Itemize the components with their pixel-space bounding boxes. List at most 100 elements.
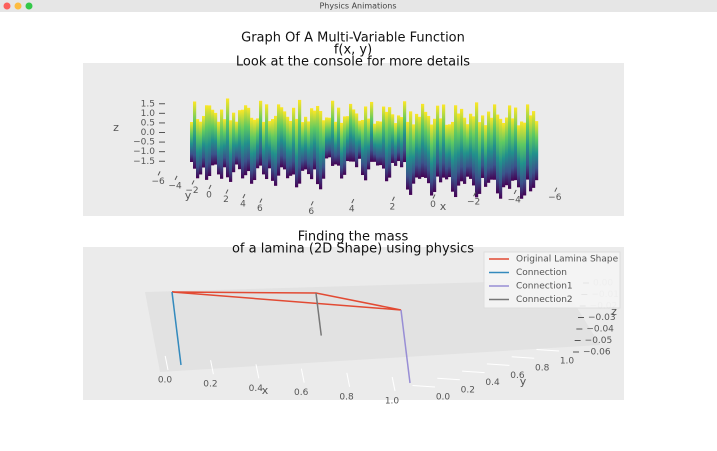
surface-strip (226, 98, 230, 178)
surface-strip (202, 115, 206, 168)
surface-strip (313, 110, 317, 170)
surface-strip (493, 104, 497, 180)
surface-strip (430, 124, 434, 196)
chart-title: Finding the mass (298, 230, 409, 245)
surface-strip (238, 110, 242, 170)
surface-strip (247, 107, 251, 172)
y-axis-label: y (520, 375, 527, 388)
surface-strip (457, 113, 461, 186)
surface-strip (466, 124, 470, 177)
surface-strip (319, 110, 323, 190)
surface-strip (283, 111, 287, 170)
x-tick-label: 2 (390, 202, 396, 212)
grid-line (511, 356, 535, 359)
surface-strip (241, 109, 245, 179)
surface-strip (508, 105, 512, 189)
surface-strip (427, 115, 431, 184)
surface-strip (289, 120, 293, 176)
surface-strip (244, 105, 248, 176)
surface-strip (400, 117, 404, 168)
series-line (171, 291, 402, 311)
x-tick-label: 1.0 (385, 397, 400, 407)
tick-mark (513, 189, 517, 195)
surface-strip (502, 122, 506, 188)
grid-line (437, 377, 460, 381)
surface-strip (394, 123, 398, 166)
surface-strip (505, 117, 509, 186)
surface-strip (451, 121, 455, 192)
x-tick-label: 4 (349, 205, 355, 215)
z-tick-label: 1.5 (141, 99, 155, 109)
surface-strip (523, 122, 527, 196)
window-title: Physics Animations (319, 2, 396, 11)
zoom-button[interactable] (25, 2, 33, 10)
surface-strip (478, 122, 482, 194)
grid-line (210, 360, 214, 375)
tick-mark (310, 201, 314, 206)
surface-strip (370, 101, 374, 162)
grid-line (164, 355, 169, 371)
minimize-button[interactable] (14, 2, 22, 10)
surface-strip (442, 104, 446, 178)
surface-strip (259, 100, 263, 166)
chart-title: Graph Of A Multi-Variable Function (241, 31, 465, 46)
legend-label: Original Lamina Shape (516, 255, 619, 265)
y-tick-label: 6 (257, 204, 263, 214)
y-tick-label: 2 (223, 195, 229, 205)
surface-strip (250, 117, 254, 184)
grid-line (255, 364, 260, 379)
surface-strip (343, 116, 347, 175)
surface-strip (484, 125, 488, 187)
x-tick-label: −4 (508, 195, 522, 205)
surface-strip (481, 115, 485, 178)
surface-strip (337, 107, 341, 166)
chart-title: of a lamina (2D Shape) using physics (232, 242, 474, 257)
z-tick-label: 0.5 (141, 118, 155, 128)
z-tick-label: −0.03 (588, 313, 616, 323)
surface-strip (205, 105, 209, 180)
surface-strip (532, 111, 536, 188)
y-tick-label: 0.6 (510, 371, 525, 381)
x-tick-label: 0.6 (294, 388, 309, 398)
legend (483, 251, 621, 309)
surface-strip (460, 108, 464, 182)
surface-strip (403, 101, 407, 163)
z-axis-label: z (113, 121, 119, 134)
z-tick-label: 1.0 (141, 109, 156, 119)
close-button[interactable] (3, 2, 11, 10)
grid-line (412, 385, 436, 388)
z-tick-label: 0.0 (141, 128, 156, 138)
x-axis-label: x (440, 200, 447, 213)
surface-strip (397, 115, 401, 162)
tick-mark (157, 171, 161, 176)
surface-strip (388, 107, 392, 178)
surface-strip (454, 105, 458, 198)
surface-strip (217, 121, 221, 175)
grid-line (462, 370, 485, 374)
surface-strip (463, 117, 467, 184)
surface-strip (418, 116, 422, 179)
grid-line (486, 363, 510, 366)
surface-strip (355, 113, 359, 168)
x-tick-label: −6 (548, 193, 562, 203)
surface-strip (421, 103, 425, 178)
y-tick-label: 0.2 (461, 385, 475, 395)
surface-strip (277, 104, 281, 176)
tick-mark (391, 196, 395, 201)
surface-strip (469, 113, 473, 179)
surface-strip (391, 114, 395, 163)
surface-strip (196, 119, 200, 179)
surface-strip (412, 124, 416, 184)
surface-strip (331, 100, 335, 166)
surface-strip (379, 121, 383, 166)
surface-strip (274, 115, 278, 186)
x-tick-label: 0 (430, 200, 436, 210)
surface-strip (199, 121, 203, 175)
grid-line (391, 376, 396, 392)
surface-strip (526, 104, 530, 180)
surface-strip (361, 119, 365, 176)
series-line (171, 291, 182, 366)
grid-line (300, 368, 305, 383)
y-tick-label: 0.4 (485, 378, 500, 388)
surface-strip (193, 101, 197, 169)
